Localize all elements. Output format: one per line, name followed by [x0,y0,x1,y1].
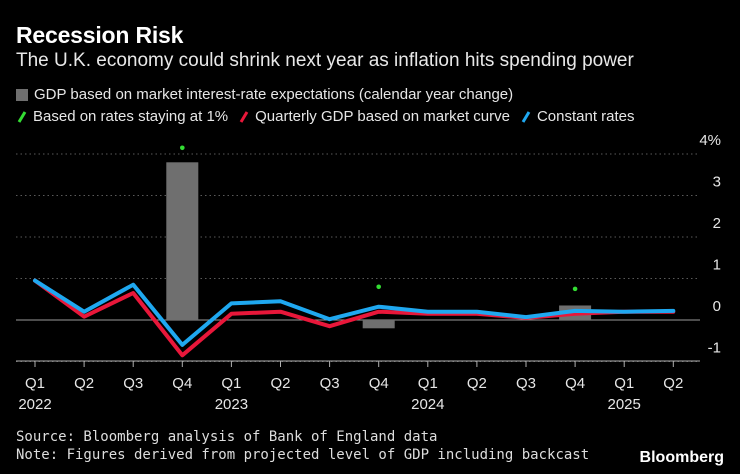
legend-row-2: Based on rates staying at 1% Quarterly G… [16,108,645,125]
y-axis: -1 0 1 2 3 4% [699,132,721,357]
x-tick-label-6: Q3 [320,375,340,392]
x-tick-label-7: Q4 [369,375,389,392]
dots-group [180,145,578,292]
x-tick-label-5: Q2 [270,375,290,392]
x-tick-label-3: Q4 [172,375,192,392]
legend-dots-entry: Based on rates staying at 1% [16,108,228,125]
legend-dots-swatch [17,110,27,123]
x-tick-label-1: Q2 [74,375,94,392]
footer-notes: Source: Bloomberg analysis of Bank of En… [16,428,589,464]
x-tick-label-2: Q3 [123,375,143,392]
x-tick-label-13: Q2 [663,375,683,392]
legend-blue-label: Constant rates [536,108,635,125]
x-year-label-2025: 2025 [608,396,641,413]
x-tick-label-0: Q1 [25,375,45,392]
dot-3 [180,145,185,151]
legend-blue-entry: Constant rates [520,108,635,125]
x-year-label-2024: 2024 [411,396,444,413]
y-tick-label-4: 4% [699,132,721,149]
legend-red-swatch [239,110,249,123]
x-axis: Q1 Q2 Q3 Q4 Q1 Q2 Q3 Q4 Q1 Q2 Q3 Q4 Q1 Q2 2022 2023 2024… [16,360,700,413]
x-year-label-2023: 2023 [215,396,248,413]
bar-7 [362,320,395,329]
x-tick-label-4: Q1 [221,375,241,392]
legend-bar-entry: GDP based on market interest-rate expect… [16,86,513,103]
lines-group [33,278,676,358]
y-tick-label-1: 1 [713,257,721,274]
bloomberg-logo: Bloomberg [639,449,724,466]
legend-dots-label: Based on rates staying at 1% [33,108,229,125]
blue-series-line [33,278,676,347]
legend-red-entry: Quarterly GDP based on market curve [238,108,510,125]
dot-11 [572,286,578,292]
x-tick-label-11: Q4 [565,375,585,392]
note-text: Note: Figures derived from projected lev… [16,447,590,463]
x-tick-label-8: Q1 [418,375,438,392]
bar-3 [166,162,199,320]
y-tick-label--1: -1 [708,340,721,357]
legend-bar-swatch [16,88,28,101]
x-year-label-2022: 2022 [18,396,51,413]
x-tick-label-9: Q2 [467,375,487,392]
source-text: Source: Bloomberg analysis of Bank of En… [16,429,438,445]
x-tick-label-10: Q3 [516,375,536,392]
legend-red-label: Quarterly GDP based on market curve [255,108,510,125]
y-tick-label-2: 2 [713,215,721,232]
chart-title: Recession Risk [16,22,184,48]
x-tick-label-12: Q1 [614,375,634,392]
legend-row-1: GDP based on market interest-rate expect… [16,86,523,103]
grid-lines [16,153,700,362]
red-series-line [33,278,676,358]
dot-7 [376,284,382,290]
chart-subtitle: The U.K. economy could shrink next year … [16,50,634,71]
y-tick-label-3: 3 [713,174,721,191]
y-tick-label-0: 0 [713,298,721,315]
legend-blue-swatch [521,110,531,123]
legend-bar-label: GDP based on market interest-rate expect… [34,86,514,103]
